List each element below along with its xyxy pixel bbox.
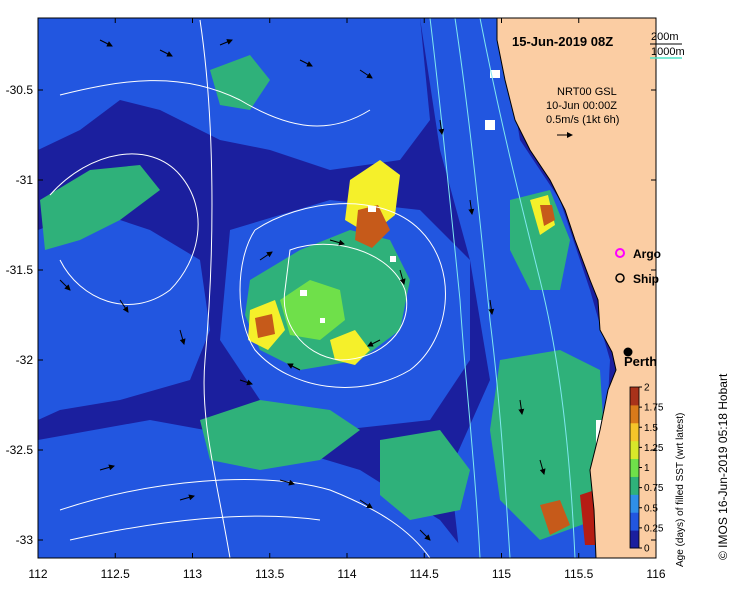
- colorbar-tick-label: 1.75: [644, 403, 664, 414]
- sst-lime-eddy: [280, 280, 345, 340]
- sst-green-north: [210, 55, 270, 110]
- x-tick-label: 116: [646, 567, 665, 581]
- y-tick-label: -31: [16, 173, 34, 187]
- y-axis: -30.5 -31 -31.5 -32 -32.5 -33: [6, 83, 656, 547]
- ship-label: Ship: [633, 272, 659, 286]
- colorbar-swatch: [630, 458, 639, 477]
- x-tick-label: 115.5: [564, 567, 593, 581]
- y-tick-label: -33: [16, 533, 34, 547]
- colorbar-tick-label: 1.25: [644, 443, 664, 454]
- land-western-australia: [496, 18, 656, 558]
- sst-green-northwest: [40, 165, 160, 250]
- sst-contours: [49, 19, 446, 558]
- current-vectors: [59, 39, 546, 541]
- colorbar-swatch: [630, 530, 639, 549]
- colorbar-swatch: [630, 404, 639, 424]
- colorbar-swatch: [630, 387, 639, 406]
- sst-green-south: [380, 430, 470, 520]
- colorbar: 0 0.25 0.5 0.75 1 1.25 1.5 1.75 2 Age (days) of …: [629, 383, 686, 567]
- currents-date: 10-Jun 00:00Z: [546, 100, 617, 112]
- ship-marker-icon: [615, 273, 625, 283]
- x-tick-label: 112.5: [101, 567, 130, 581]
- currents-speed: 0.5m/s (1kt 6h): [546, 114, 619, 126]
- x-tick-label: 112: [28, 567, 47, 581]
- x-tick-label: 115: [492, 567, 511, 581]
- credit-text: © IMOS 16-Jun-2019 05:18 Hobart: [716, 373, 730, 560]
- x-tick-label: 113: [183, 567, 202, 581]
- water-blue-south: [38, 420, 470, 558]
- y-tick-label: -32: [16, 353, 34, 367]
- scale-label-1000m: 1000m: [651, 46, 685, 58]
- sst-green-southwest: [200, 400, 360, 470]
- x-tick-label: 114.5: [410, 567, 439, 581]
- sst-brown-southeast: [540, 500, 570, 535]
- argo-label: Argo: [633, 247, 661, 261]
- scale-label-200m: 200m: [651, 31, 679, 43]
- plot-area: [38, 18, 656, 558]
- bathymetry-contours: [429, 18, 576, 558]
- colorbar-label: Age (days) of filled SST (wrt latest): [675, 413, 686, 567]
- sst-yellow-south-eddy: [330, 330, 370, 365]
- y-tick-label: -30.5: [6, 83, 34, 97]
- sst-brown-coast: [540, 205, 555, 226]
- x-tick-label: 113.5: [255, 567, 284, 581]
- colorbar-tick-label: 2: [644, 383, 650, 394]
- y-tick-label: -32.5: [6, 443, 34, 457]
- colorbar-tick-label: 1: [644, 463, 650, 474]
- colorbar-tick-label: 0.5: [644, 503, 658, 514]
- colorbar-swatch: [630, 440, 639, 460]
- map-title: 15-Jun-2019 08Z: [512, 34, 613, 49]
- colorbar-swatch: [630, 422, 639, 442]
- colorbar-swatch: [630, 512, 639, 531]
- argo-marker-icon: [615, 248, 625, 258]
- water-blue-west: [38, 210, 210, 420]
- perth-marker-icon: [623, 347, 633, 357]
- colorbar-tick-label: 1.5: [644, 423, 658, 434]
- x-axis: 112 112.5 113 113.5 114 114.5 115 115.5 116: [28, 18, 666, 581]
- colorbar-tick-label: 0.75: [644, 483, 664, 494]
- colorbar-tick-label: 0: [644, 544, 650, 555]
- sst-brown-west-eddy: [255, 314, 275, 338]
- sst-green-coastal: [490, 350, 605, 540]
- x-tick-label: 114: [337, 567, 356, 581]
- sst-brown-north-eddy: [355, 205, 390, 248]
- y-tick-label: -31.5: [6, 263, 34, 277]
- perth-label: Perth: [624, 354, 657, 369]
- currents-source: NRT00 GSL: [557, 86, 617, 98]
- colorbar-swatch: [630, 494, 639, 513]
- colorbar-tick-label: 0.25: [644, 523, 664, 534]
- sst-green-shelf-north: [510, 190, 570, 290]
- colorbar-swatch: [630, 476, 639, 495]
